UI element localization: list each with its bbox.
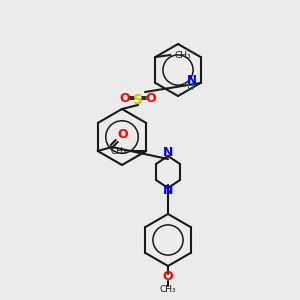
Text: N: N	[187, 74, 196, 86]
Text: CH₃: CH₃	[175, 50, 191, 59]
Text: H: H	[187, 82, 194, 92]
Text: O: O	[163, 271, 173, 284]
Text: O: O	[117, 128, 128, 142]
Text: N: N	[163, 184, 173, 197]
Text: CH₃: CH₃	[160, 284, 176, 293]
Text: CH₃: CH₃	[111, 146, 127, 155]
Text: O: O	[146, 92, 156, 106]
Text: S: S	[133, 93, 143, 107]
Text: N: N	[163, 146, 173, 160]
Text: O: O	[120, 92, 130, 106]
